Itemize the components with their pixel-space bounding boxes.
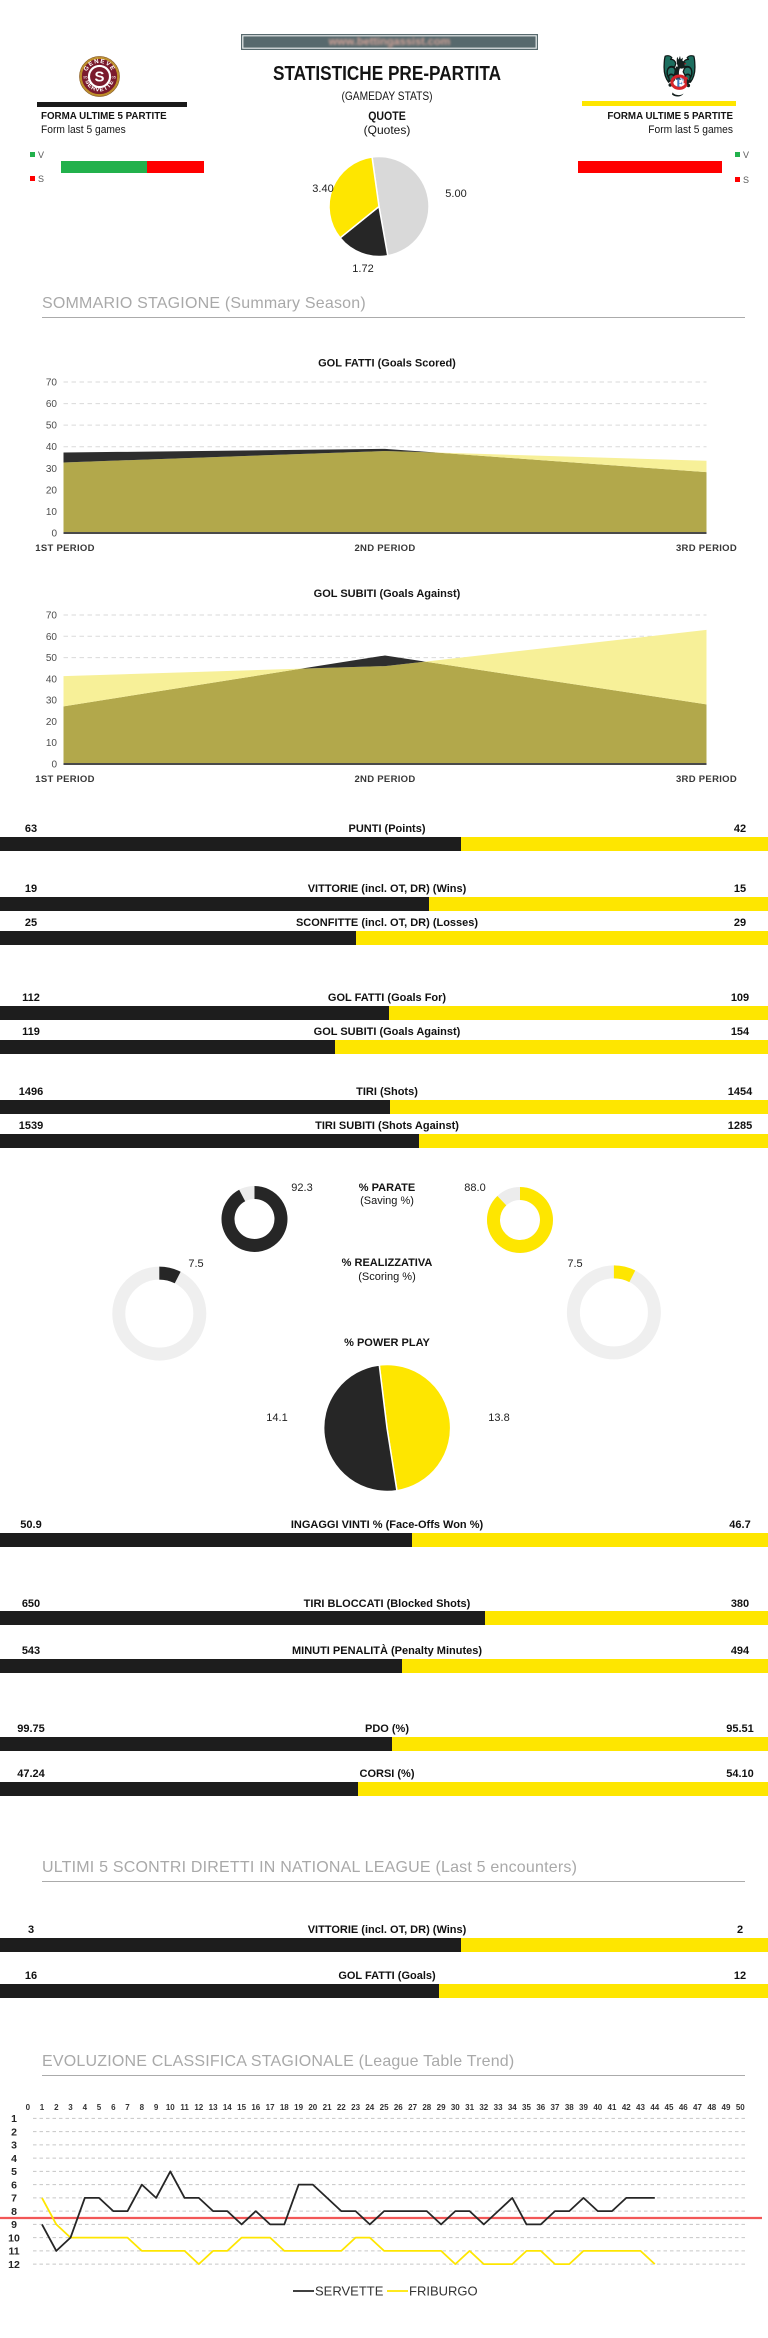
svg-text:23: 23	[351, 2103, 360, 2112]
svg-text:12: 12	[8, 2259, 20, 2271]
svg-text:5: 5	[11, 2166, 17, 2178]
svg-text:27: 27	[408, 2103, 417, 2112]
svg-text:8: 8	[140, 2103, 145, 2112]
svg-text:4: 4	[11, 2153, 17, 2165]
svg-text:GOL SUBITI (Goals Against): GOL SUBITI (Goals Against)	[314, 588, 461, 600]
svg-text:17: 17	[266, 2103, 275, 2112]
svg-text:10: 10	[166, 2103, 175, 2112]
svg-text:43: 43	[636, 2103, 645, 2112]
svg-text:30: 30	[46, 464, 58, 475]
svg-text:6: 6	[11, 2179, 17, 2191]
svg-text:7: 7	[125, 2103, 130, 2112]
svg-text:50: 50	[46, 653, 58, 664]
svg-text:24: 24	[365, 2103, 374, 2112]
svg-text:30: 30	[451, 2103, 460, 2112]
svg-text:40: 40	[46, 674, 58, 685]
svg-text:3: 3	[68, 2103, 73, 2112]
svg-text:60: 60	[46, 632, 58, 643]
svg-text:11: 11	[180, 2103, 189, 2112]
svg-text:2: 2	[11, 2126, 17, 2138]
svg-text:SERVETTE: SERVETTE	[315, 2284, 384, 2299]
svg-text:40: 40	[593, 2103, 602, 2112]
svg-text:20: 20	[46, 717, 58, 728]
svg-text:1ST PERIOD: 1ST PERIOD	[35, 774, 95, 785]
svg-text:2ND PERIOD: 2ND PERIOD	[354, 774, 415, 785]
svg-text:40: 40	[46, 442, 58, 453]
svg-text:21: 21	[323, 2103, 332, 2112]
svg-text:22: 22	[337, 2103, 346, 2112]
svg-text:GOL FATTI (Goals Scored): GOL FATTI (Goals Scored)	[318, 358, 456, 370]
svg-text:2ND PERIOD: 2ND PERIOD	[354, 543, 415, 554]
svg-text:47: 47	[693, 2103, 702, 2112]
svg-text:50: 50	[736, 2103, 745, 2112]
svg-text:35: 35	[522, 2103, 531, 2112]
svg-text:25: 25	[380, 2103, 389, 2112]
svg-text:50: 50	[46, 421, 58, 432]
svg-text:95: 95	[83, 74, 88, 79]
svg-text:0: 0	[26, 2103, 31, 2112]
svg-text:9: 9	[11, 2219, 17, 2231]
svg-text:60: 60	[46, 399, 58, 410]
svg-text:10: 10	[46, 738, 58, 749]
svg-text:19: 19	[294, 2103, 303, 2112]
svg-text:48: 48	[707, 2103, 716, 2112]
svg-text:10: 10	[8, 2232, 20, 2244]
svg-text:3RD PERIOD: 3RD PERIOD	[676, 774, 737, 785]
svg-text:12: 12	[194, 2103, 203, 2112]
svg-text:F: F	[676, 75, 684, 90]
svg-text:31: 31	[465, 2103, 474, 2112]
svg-text:32: 32	[479, 2103, 488, 2112]
svg-text:20: 20	[46, 485, 58, 496]
svg-text:41: 41	[608, 2103, 617, 2112]
svg-text:18: 18	[280, 2103, 289, 2112]
svg-text:6: 6	[111, 2103, 116, 2112]
svg-text:49: 49	[722, 2103, 731, 2112]
svg-text:37: 37	[551, 2103, 560, 2112]
svg-text:0: 0	[51, 760, 57, 771]
svg-text:10: 10	[46, 507, 58, 518]
svg-text:05: 05	[112, 74, 117, 79]
svg-text:7: 7	[11, 2193, 17, 2205]
svg-text:0: 0	[51, 529, 57, 540]
svg-text:33: 33	[494, 2103, 503, 2112]
svg-text:38: 38	[565, 2103, 574, 2112]
svg-text:3: 3	[11, 2140, 17, 2152]
svg-text:3RD PERIOD: 3RD PERIOD	[676, 543, 737, 554]
svg-text:15: 15	[237, 2103, 246, 2112]
svg-text:S: S	[95, 70, 105, 86]
svg-text:36: 36	[536, 2103, 545, 2112]
svg-text:44: 44	[650, 2103, 659, 2112]
svg-text:16: 16	[251, 2103, 260, 2112]
svg-text:2: 2	[54, 2103, 59, 2112]
svg-text:1ST PERIOD: 1ST PERIOD	[35, 543, 95, 554]
svg-text:34: 34	[508, 2103, 517, 2112]
svg-text:13: 13	[209, 2103, 218, 2112]
svg-text:45: 45	[665, 2103, 674, 2112]
svg-text:29: 29	[437, 2103, 446, 2112]
svg-text:42: 42	[622, 2103, 631, 2112]
svg-text:1: 1	[11, 2113, 17, 2125]
svg-text:FRIBURGO: FRIBURGO	[409, 2284, 478, 2299]
svg-text:20: 20	[308, 2103, 317, 2112]
svg-text:4: 4	[83, 2103, 88, 2112]
svg-text:9: 9	[154, 2103, 159, 2112]
svg-text:70: 70	[46, 378, 58, 389]
svg-text:30: 30	[46, 696, 58, 707]
svg-text:1: 1	[40, 2103, 45, 2112]
svg-text:11: 11	[8, 2246, 19, 2258]
svg-text:39: 39	[579, 2103, 588, 2112]
svg-text:70: 70	[46, 611, 58, 622]
svg-text:8: 8	[11, 2206, 17, 2218]
svg-text:28: 28	[422, 2103, 431, 2112]
svg-text:46: 46	[679, 2103, 688, 2112]
svg-text:5: 5	[97, 2103, 102, 2112]
svg-text:14: 14	[223, 2103, 232, 2112]
svg-text:26: 26	[394, 2103, 403, 2112]
